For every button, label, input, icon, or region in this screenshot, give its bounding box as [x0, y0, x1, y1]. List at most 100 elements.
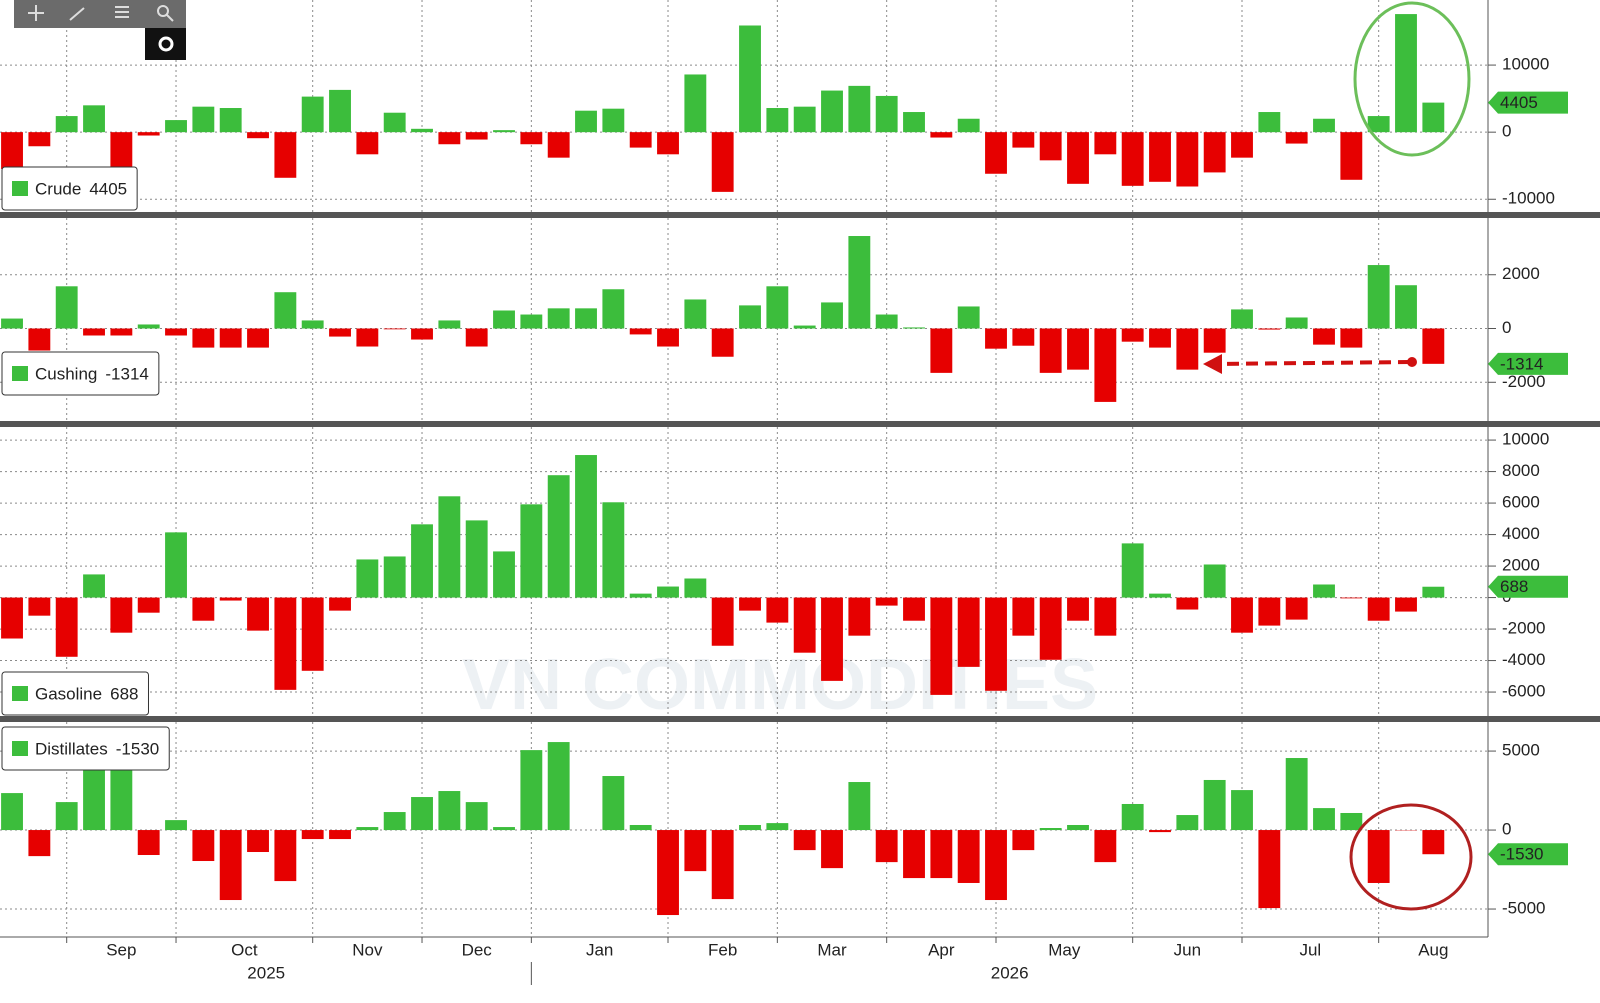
bar [356, 328, 379, 347]
bar [192, 328, 215, 348]
bar [1203, 132, 1226, 173]
bar [438, 791, 461, 831]
bar [1067, 597, 1089, 621]
bar [903, 830, 925, 879]
last-value-tag [1488, 575, 1568, 598]
bar [821, 90, 843, 133]
bar [219, 597, 242, 601]
crosshair-tool[interactable] [28, 5, 44, 21]
bar [1258, 597, 1281, 626]
y-tick-label: 0 [1502, 122, 1511, 141]
bar [165, 328, 187, 336]
bar [629, 132, 652, 148]
bar [383, 812, 406, 831]
legend-value: 688 [110, 684, 138, 703]
zoom-tool[interactable] [157, 5, 169, 17]
bar [1258, 328, 1281, 330]
bar [1067, 132, 1089, 184]
bar [247, 328, 269, 348]
bar [247, 132, 269, 139]
y-tick-label: 6000 [1502, 493, 1540, 512]
bar [1422, 328, 1445, 364]
bar [629, 824, 652, 831]
bar [55, 802, 78, 831]
bar [793, 830, 816, 851]
bar [274, 830, 297, 882]
bar [356, 827, 379, 831]
bar [657, 586, 679, 598]
bar [1121, 328, 1144, 342]
bar [1340, 597, 1363, 599]
bar [1395, 14, 1417, 133]
bar [1039, 827, 1062, 831]
bar [28, 597, 51, 616]
bar [547, 742, 570, 831]
y-tick-label: -6000 [1502, 682, 1545, 701]
bar [137, 132, 160, 136]
bar [165, 820, 187, 831]
bar [602, 108, 625, 133]
bar [1231, 597, 1253, 633]
legend-name: Crude [35, 179, 81, 198]
bar [1203, 328, 1226, 353]
bar [520, 132, 543, 145]
bar [28, 328, 51, 351]
bar [1422, 830, 1445, 855]
bar [1203, 779, 1226, 831]
highlight-circle [1353, 1, 1471, 157]
panel-separator [0, 212, 1600, 218]
x-tick-label: Oct [231, 940, 258, 959]
bar [1395, 597, 1417, 612]
bar [875, 314, 898, 329]
bar [83, 328, 105, 336]
bar [1367, 265, 1390, 329]
bar [356, 132, 379, 155]
bar [1203, 564, 1226, 598]
bar [821, 597, 843, 681]
x-tick-label: Nov [352, 940, 383, 959]
bar [1039, 132, 1062, 161]
bar [875, 597, 898, 606]
bar [629, 328, 652, 335]
x-tick-label: May [1048, 940, 1081, 959]
x-tick-label: Dec [462, 940, 493, 959]
bar [1121, 803, 1144, 831]
bar [711, 132, 734, 192]
bar [1231, 309, 1253, 329]
bar [711, 830, 734, 900]
bar [957, 830, 980, 883]
bar [1313, 808, 1335, 831]
legend-swatch [12, 366, 28, 381]
bar [329, 597, 351, 611]
bar [957, 118, 980, 133]
bar [793, 106, 816, 133]
bar [493, 310, 515, 329]
y-tick-label: 10000 [1502, 430, 1549, 449]
bar [1367, 116, 1390, 133]
x-tick-label: Jun [1174, 940, 1201, 959]
bar [1067, 328, 1089, 370]
bar [493, 130, 515, 133]
bar [602, 776, 625, 831]
bar [438, 320, 461, 329]
bar [1367, 830, 1390, 883]
bar [875, 95, 898, 133]
bar [411, 524, 433, 598]
bar [575, 308, 597, 329]
bar [985, 597, 1007, 691]
bar [684, 74, 707, 133]
bar [547, 475, 570, 598]
y-tick-label: 2000 [1502, 264, 1540, 283]
legend-box [1, 166, 138, 211]
draw-tool[interactable] [69, 7, 85, 21]
bar [684, 578, 707, 598]
legend-swatch [12, 741, 28, 756]
list-tool[interactable] [115, 6, 129, 18]
bar [821, 302, 843, 329]
y-tick-label: -5000 [1502, 899, 1545, 918]
settings-button[interactable] [145, 28, 186, 60]
bar [1176, 328, 1199, 370]
last-value-label: 4405 [1500, 93, 1538, 112]
bar [493, 551, 515, 598]
bar [55, 116, 78, 133]
